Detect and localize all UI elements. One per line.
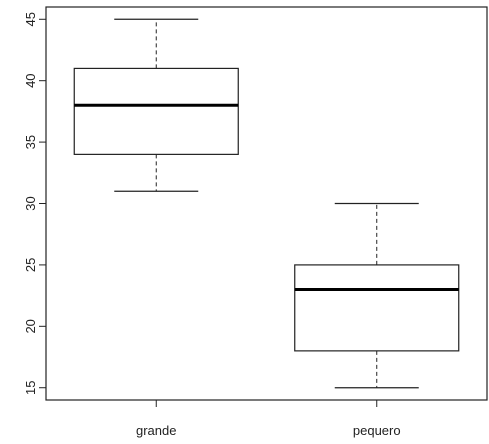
y-tick-label: 25 [23, 258, 38, 272]
x-axis: grande pequero [136, 400, 401, 438]
y-tick-label: 30 [23, 196, 38, 210]
iqr-box [73, 67, 239, 155]
y-axis: 15 20 25 30 35 40 45 [23, 12, 46, 395]
y-tick-label: 35 [23, 135, 38, 149]
y-tick-label: 40 [23, 73, 38, 87]
x-tick-label: pequero [353, 423, 401, 438]
x-tick-label: grande [136, 423, 176, 438]
box-pequero [294, 202, 460, 389]
box-grande [73, 18, 239, 192]
y-tick-label: 45 [23, 12, 38, 26]
boxes-layer [73, 18, 460, 389]
y-tick-label: 15 [23, 380, 38, 394]
iqr-box [294, 264, 460, 352]
y-tick-label: 20 [23, 319, 38, 333]
